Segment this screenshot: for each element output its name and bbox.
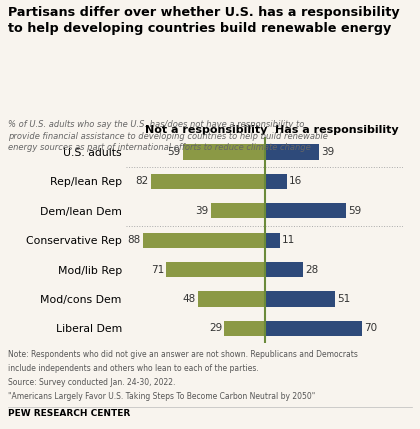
Text: 88: 88 [127, 235, 141, 245]
Text: 29: 29 [209, 323, 222, 333]
Bar [224, 321, 265, 336]
Text: 39: 39 [195, 206, 208, 216]
Text: include independents and others who lean to each of the parties.: include independents and others who lean… [8, 364, 259, 373]
Bar [265, 174, 287, 189]
Text: 59: 59 [349, 206, 362, 216]
Text: 70: 70 [364, 323, 377, 333]
Text: 39: 39 [321, 147, 334, 157]
Text: 11: 11 [282, 235, 295, 245]
Text: "Americans Largely Favor U.S. Taking Steps To Become Carbon Neutral by 2050": "Americans Largely Favor U.S. Taking Ste… [8, 392, 316, 401]
Text: 16: 16 [289, 176, 302, 187]
Bar [210, 203, 265, 218]
Text: 82: 82 [136, 176, 149, 187]
Bar [265, 321, 362, 336]
Text: PEW RESEARCH CENTER: PEW RESEARCH CENTER [8, 409, 131, 418]
Bar [265, 203, 346, 218]
Text: Has a responsibility: Has a responsibility [275, 125, 399, 135]
Text: 51: 51 [337, 294, 351, 304]
Text: Note: Respondents who did not give an answer are not shown. Republicans and Demo: Note: Respondents who did not give an an… [8, 350, 358, 359]
Bar [265, 262, 303, 277]
Text: % of U.S. adults who say the U.S. has/does not have a responsibility to
provide : % of U.S. adults who say the U.S. has/do… [8, 120, 328, 152]
Text: 59: 59 [168, 147, 181, 157]
Bar [265, 291, 335, 307]
Bar [151, 174, 265, 189]
Bar [183, 144, 265, 160]
Bar [265, 144, 319, 160]
Bar [265, 233, 280, 248]
Text: 28: 28 [305, 265, 319, 275]
Bar [166, 262, 265, 277]
Text: Not a responsibility: Not a responsibility [145, 125, 268, 135]
Text: Source: Survey conducted Jan. 24-30, 2022.: Source: Survey conducted Jan. 24-30, 202… [8, 378, 176, 387]
Text: Partisans differ over whether U.S. has a responsibility
to help developing count: Partisans differ over whether U.S. has a… [8, 6, 400, 36]
Text: 48: 48 [183, 294, 196, 304]
Bar [143, 233, 265, 248]
Bar [198, 291, 265, 307]
Text: 71: 71 [151, 265, 164, 275]
